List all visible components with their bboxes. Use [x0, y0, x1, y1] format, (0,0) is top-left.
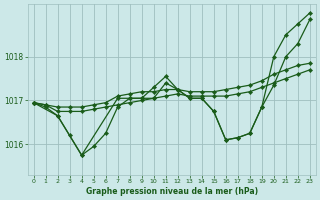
X-axis label: Graphe pression niveau de la mer (hPa): Graphe pression niveau de la mer (hPa) [86, 187, 258, 196]
